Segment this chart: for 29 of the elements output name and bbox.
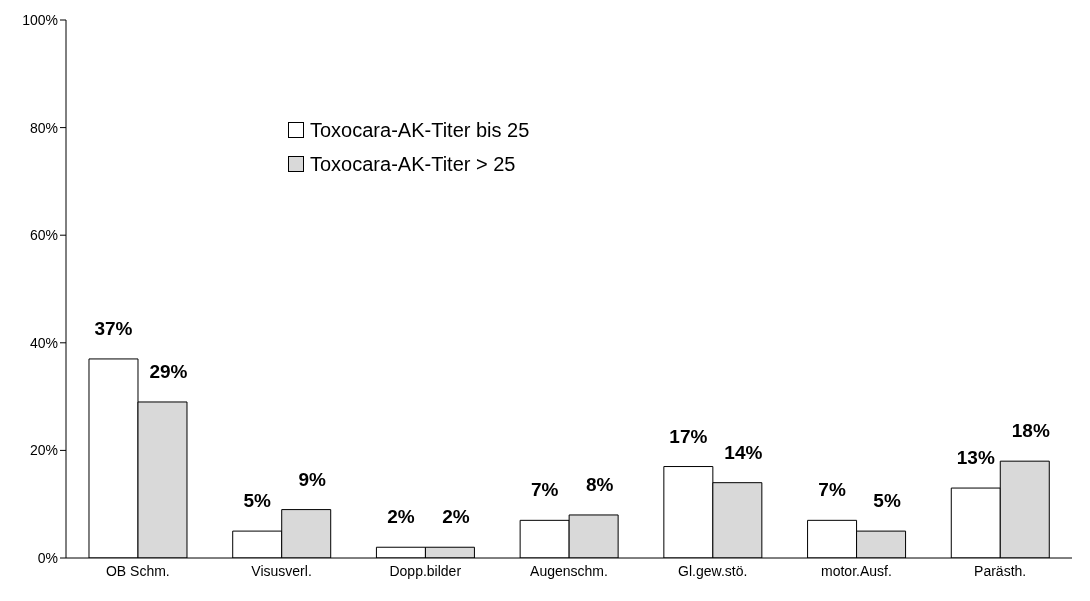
data-label: 7% [818,479,846,501]
data-label: 8% [585,473,614,495]
data-label: 5% [243,490,272,512]
data-label: 29% [149,360,188,382]
x-tick-label: Dopp.bilder [389,562,462,579]
x-tick-label: OB Schm. [105,562,170,579]
data-label: 37% [94,317,133,339]
y-tick-label: 20% [29,442,58,459]
legend-label: Toxocara-AK-Titer > 25 [309,151,517,177]
x-tick-label: Parästh. [974,562,1027,579]
y-tick-label: 60% [29,227,58,244]
data-label: 5% [873,490,901,512]
data-label: 9% [298,468,327,490]
y-tick-label: 0% [37,549,58,566]
data-label: 7% [530,479,559,501]
x-tick-label: Gl.gew.stö. [678,562,748,579]
data-label: 13% [956,447,995,469]
legend-label: Toxocara-AK-Titer bis 25 [309,117,530,143]
data-label: 2% [387,506,415,528]
x-tick-label: Visusverl. [251,562,312,579]
x-tick-label: motor.Ausf. [821,562,892,579]
y-tick-label: 100% [22,11,58,28]
data-label: 14% [724,441,763,463]
data-label: 18% [1011,420,1050,442]
data-label: 17% [669,425,708,447]
y-tick-label: 80% [29,119,58,136]
data-label: 2% [442,506,470,528]
x-tick-label: Augenschm. [530,562,608,579]
y-tick-label: 40% [29,334,58,351]
